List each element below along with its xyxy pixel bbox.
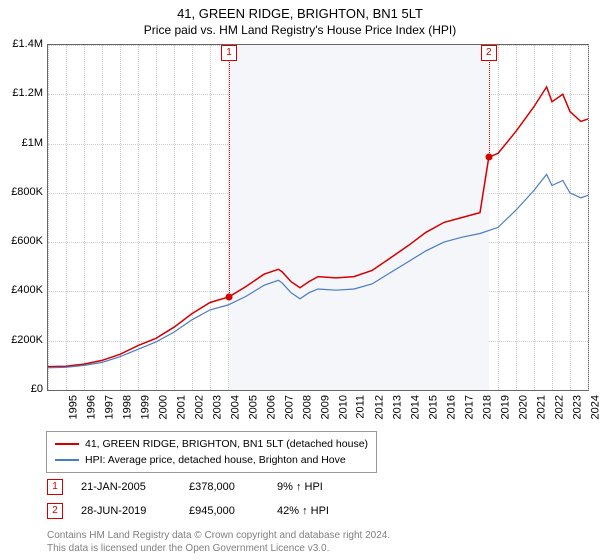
sale-price: £945,000: [189, 505, 259, 517]
footnote: Contains HM Land Registry data © Crown c…: [47, 529, 390, 555]
x-axis-label: 2008: [301, 395, 313, 419]
x-axis-label: 2010: [337, 395, 349, 419]
legend: 41, GREEN RIDGE, BRIGHTON, BN1 5LT (deta…: [46, 431, 377, 473]
x-axis-label: 2011: [355, 395, 367, 419]
x-axis-label: 2001: [175, 395, 187, 419]
x-axis-label: 2015: [427, 395, 439, 419]
legend-swatch-icon: [55, 459, 79, 461]
y-axis-label: £1.4M: [3, 38, 43, 50]
y-axis-label: £800K: [3, 186, 43, 198]
x-axis-label: 2020: [517, 395, 529, 419]
sale-row-1: 1 21-JAN-2005 £378,000 9% ↑ HPI: [47, 479, 323, 495]
x-axis-label: 2006: [265, 395, 277, 419]
x-axis-label: 2016: [445, 395, 457, 419]
x-axis-label: 2009: [319, 395, 331, 419]
x-axis-label: 2023: [571, 395, 583, 419]
x-axis-label: 2014: [409, 395, 421, 419]
y-axis-label: £200K: [3, 334, 43, 346]
x-axis-label: 2012: [373, 395, 385, 419]
page-title: 41, GREEN RIDGE, BRIGHTON, BN1 5LT: [0, 0, 600, 21]
legend-label: HPI: Average price, detached house, Brig…: [85, 452, 346, 468]
sale-point-1: [226, 293, 233, 300]
x-axis-label: 2004: [229, 395, 241, 419]
marker-ref-1-icon: 1: [47, 479, 63, 495]
legend-item: 41, GREEN RIDGE, BRIGHTON, BN1 5LT (deta…: [55, 436, 368, 452]
sale-date: 28-JUN-2019: [81, 505, 171, 517]
x-axis-label: 2005: [247, 395, 259, 419]
x-axis-label: 1997: [103, 395, 115, 419]
x-axis-label: 2017: [463, 395, 475, 419]
y-axis-label: £400K: [3, 284, 43, 296]
series-price_paid: [48, 87, 588, 367]
y-axis-label: £0: [3, 383, 43, 395]
x-axis-label: 2018: [481, 395, 493, 419]
legend-label: 41, GREEN RIDGE, BRIGHTON, BN1 5LT (deta…: [85, 436, 368, 452]
x-axis-label: 1996: [85, 395, 97, 419]
price-chart: 12: [47, 44, 589, 391]
sale-pct: 42% ↑ HPI: [277, 505, 329, 517]
x-axis-label: 2000: [157, 395, 169, 419]
x-axis-label: 2013: [391, 395, 403, 419]
page-subtitle: Price paid vs. HM Land Registry's House …: [0, 21, 600, 41]
y-axis-label: £1M: [3, 137, 43, 149]
legend-item: HPI: Average price, detached house, Brig…: [55, 452, 368, 468]
sale-pct: 9% ↑ HPI: [277, 481, 323, 493]
marker-ref-2-icon: 2: [47, 503, 63, 519]
series-hpi: [48, 174, 588, 367]
chart-marker-2: 2: [481, 45, 497, 61]
sale-price: £378,000: [189, 481, 259, 493]
x-axis-label: 2022: [553, 395, 565, 419]
x-axis-label: 2021: [535, 395, 547, 419]
sale-row-2: 2 28-JUN-2019 £945,000 42% ↑ HPI: [47, 503, 329, 519]
legend-swatch-icon: [55, 443, 79, 445]
x-axis-label: 1995: [67, 395, 79, 419]
x-axis-label: 2024: [589, 395, 600, 419]
y-axis-label: £1.2M: [3, 87, 43, 99]
x-axis-label: 1999: [139, 395, 151, 419]
x-axis-label: 2003: [211, 395, 223, 419]
y-axis-label: £600K: [3, 235, 43, 247]
x-axis-label: 2002: [193, 395, 205, 419]
x-axis-label: 2007: [283, 395, 295, 419]
sale-date: 21-JAN-2005: [81, 481, 171, 493]
chart-marker-1: 1: [221, 45, 237, 61]
x-axis-label: 1998: [121, 395, 133, 419]
x-axis-label: 2019: [499, 395, 511, 419]
sale-point-2: [485, 154, 492, 161]
